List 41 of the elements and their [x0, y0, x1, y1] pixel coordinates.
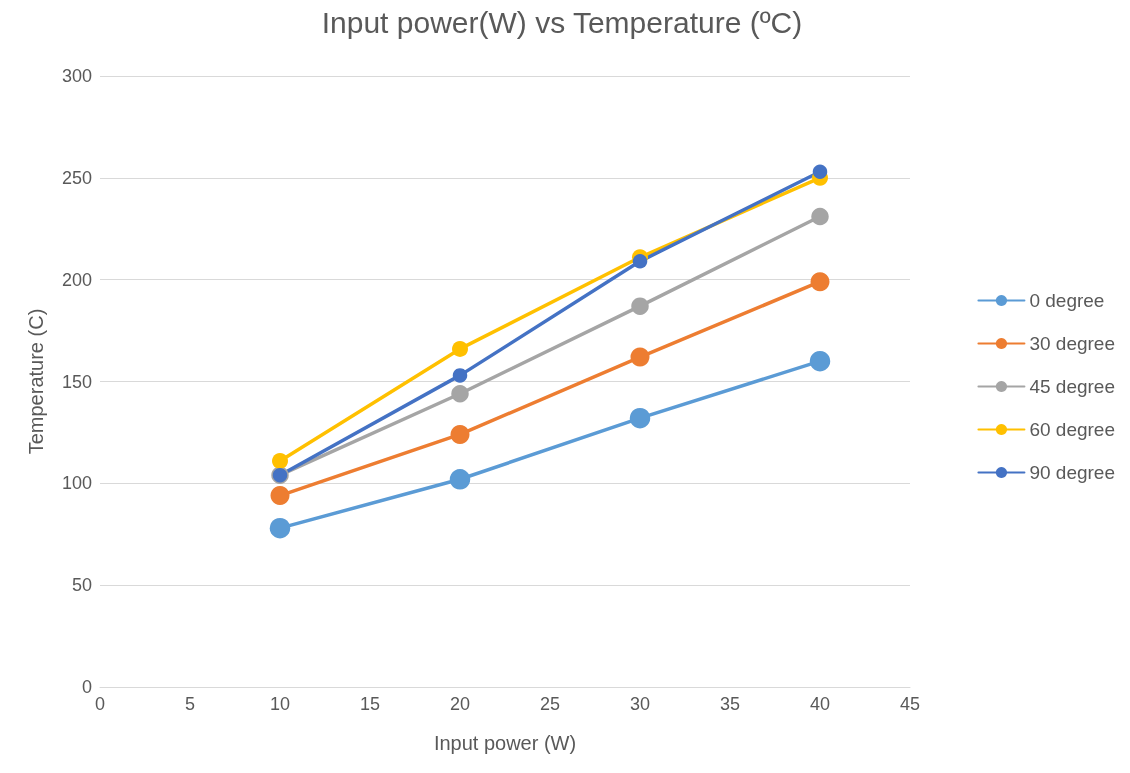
- point: [269, 517, 291, 539]
- point: [812, 164, 828, 179]
- y-tick-label: 250: [61, 167, 92, 188]
- y-tick-label: 200: [61, 269, 92, 290]
- x-tick-label: 45: [899, 694, 921, 714]
- point: [631, 297, 649, 315]
- point: [630, 347, 650, 367]
- point: [629, 407, 651, 429]
- y-tick-label: 150: [61, 371, 92, 392]
- legend-label: 45 degree: [1029, 376, 1115, 397]
- point: [809, 350, 831, 372]
- x-tick-label: 15: [359, 694, 381, 714]
- y-tick-label: 50: [71, 575, 92, 596]
- point: [810, 272, 830, 292]
- point: [632, 254, 648, 269]
- x-tick-label: 35: [719, 694, 741, 714]
- legend-label: 30 degree: [1029, 333, 1115, 354]
- point: [450, 424, 470, 444]
- point: [270, 486, 290, 506]
- x-tick-label: 30: [629, 694, 651, 714]
- point: [811, 207, 829, 226]
- legend-label: 0 degree: [1029, 290, 1105, 311]
- point: [452, 368, 468, 383]
- y-axis-title: Temperature (C): [25, 308, 47, 455]
- y-tick-label: 0: [81, 677, 92, 697]
- x-tick-label: 20: [449, 694, 471, 714]
- legend-label: 60 degree: [1029, 419, 1115, 440]
- y-tick-label: 300: [61, 66, 92, 86]
- x-tick-label: 10: [269, 694, 291, 714]
- legend-label: 90 degree: [1029, 462, 1115, 483]
- point: [451, 384, 469, 403]
- chart-title: Input power(W) vs Temperature (ºC): [321, 5, 803, 39]
- x-tick-label: 40: [809, 694, 831, 714]
- x-tick-label: 5: [184, 694, 196, 714]
- x-axis-title: Input power (W): [433, 732, 577, 754]
- y-tick-label: 100: [61, 473, 92, 494]
- point: [272, 452, 288, 469]
- x-tick-label: 25: [539, 694, 561, 714]
- point: [452, 340, 468, 357]
- point: [449, 469, 471, 490]
- x-tick-label: 0: [94, 694, 106, 714]
